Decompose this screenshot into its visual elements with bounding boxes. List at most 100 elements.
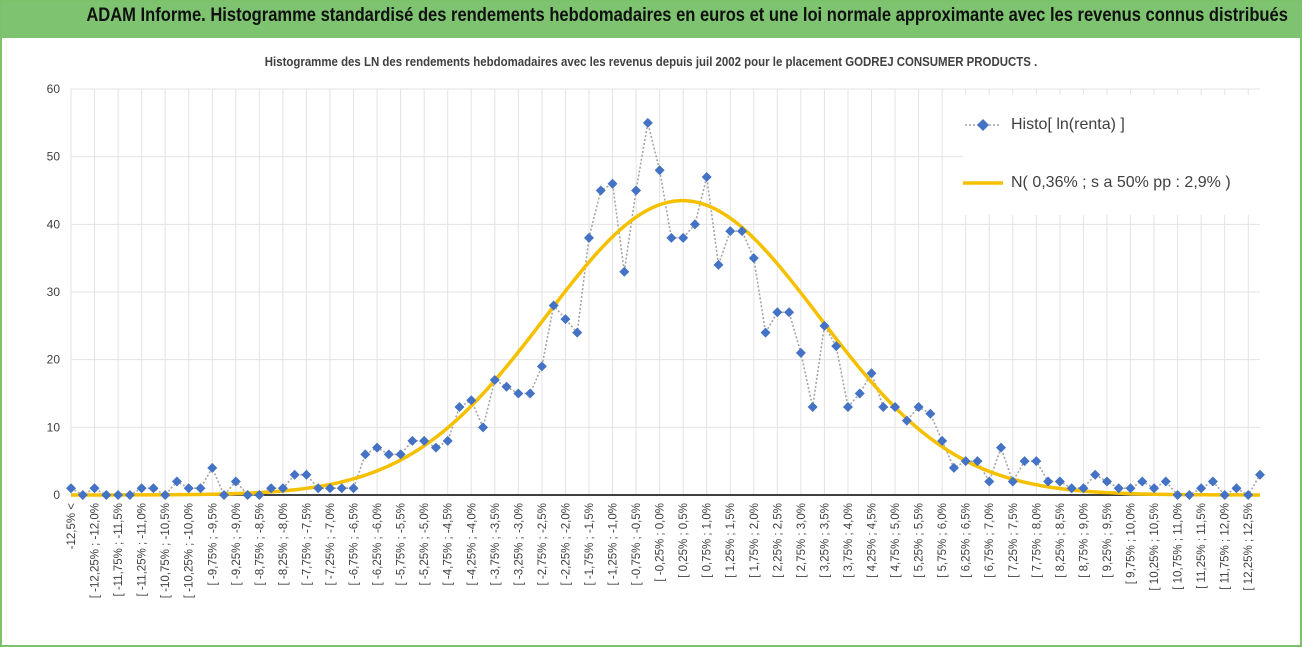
- histo-point: [1066, 483, 1077, 494]
- x-tick-label: [ 12,25% ; 12,5%: [1243, 503, 1255, 591]
- histo-point: [560, 314, 571, 325]
- histo-point: [254, 490, 265, 500]
- histo-point: [842, 402, 853, 413]
- histo-point: [536, 361, 547, 372]
- histo-point: [1184, 490, 1195, 500]
- histo-point: [1149, 483, 1160, 494]
- legend-label-normal: N( 0,36% ; s a 50% pp : 2,9% ): [1011, 174, 1231, 191]
- histo-point: [1196, 483, 1207, 494]
- histo-point: [619, 266, 630, 277]
- x-tick-label: [ -7,25% ; -7,0%: [325, 503, 337, 585]
- x-tick-label: [ -5,25% ; -5,0%: [419, 503, 431, 585]
- x-tick-label: [ -8,75% ; -8,5%: [254, 503, 266, 585]
- legend-histo-symbol: [965, 119, 1001, 131]
- x-tick-label: [ 8,25% ; 8,5%: [1055, 503, 1067, 578]
- horizontal-gridlines: [71, 88, 1260, 428]
- histo-point: [631, 185, 642, 196]
- histo-point: [1031, 456, 1042, 467]
- histo-point: [1019, 456, 1030, 467]
- histo-point: [242, 490, 253, 500]
- histo-point: [701, 171, 712, 182]
- x-tick-label: [ 1,75% ; 2,0%: [749, 503, 761, 578]
- histo-point: [795, 347, 806, 358]
- histo-point: [101, 490, 112, 500]
- x-tick-label: [ -2,25% ; -2,0%: [560, 503, 572, 585]
- x-tick-label: [ 0,25% ; 0,5%: [678, 503, 690, 578]
- report-title: ADAM Informe. Histogramme standardisé de…: [86, 5, 1288, 26]
- histo-point: [160, 490, 171, 500]
- legend-normal-symbol: [963, 181, 1003, 185]
- histo-point: [913, 402, 924, 413]
- legend-item-normal: N( 0,36% ; s a 50% pp : 2,9% ): [963, 168, 1231, 198]
- histo-point: [395, 449, 406, 460]
- normal-curve-line: [71, 198, 1260, 497]
- histo-point: [136, 483, 147, 494]
- histo-point: [937, 435, 948, 446]
- histo-point: [1160, 476, 1171, 487]
- histo-point: [478, 422, 489, 433]
- histo-point: [595, 185, 606, 196]
- x-tick-label: [ -10,25% ; -10,0%: [184, 503, 196, 598]
- x-tick-label: [ 0,75% ; 1,0%: [702, 503, 714, 578]
- x-tick-label: [ -7,75% ; -7,5%: [301, 503, 313, 585]
- histo-point: [925, 408, 936, 419]
- x-tick-label: [ 10,75% ; 11,0%: [1173, 503, 1185, 590]
- histo-point: [1101, 476, 1112, 487]
- histo-point: [678, 232, 689, 243]
- histo-point: [430, 442, 441, 453]
- histo-point: [66, 483, 76, 494]
- histo-point: [760, 327, 771, 338]
- histo-point: [183, 483, 194, 494]
- histo-point: [642, 117, 653, 128]
- legend-label-histo: Histo[ ln(renta) ]: [1011, 116, 1125, 133]
- y-tick-label: 10: [47, 420, 61, 434]
- x-tick-label: [ 3,75% ; 4,0%: [843, 503, 855, 578]
- x-tick-label: [ 10,25% ; 10,5%: [1149, 503, 1161, 591]
- x-tick-label: [ -3,75% ; -3,5%: [490, 503, 502, 585]
- x-tick-label: [ 8,75% ; 9,0%: [1078, 503, 1090, 578]
- chart-title: Histogramme des LN des rendements hebdom…: [264, 54, 1038, 69]
- y-tick-label: 50: [47, 150, 61, 164]
- histo-point: [960, 456, 971, 467]
- histo-point: [148, 483, 159, 494]
- histo-point: [1043, 476, 1054, 487]
- histo-point: [525, 388, 536, 399]
- x-tick-label: [ 7,25% ; 7,5%: [1008, 503, 1020, 578]
- histo-point: [348, 483, 359, 494]
- x-tick-label: -12,5% <: [66, 503, 78, 550]
- x-tick-label: [ 11,25% ; 11,5%: [1196, 503, 1208, 589]
- histo-point: [1078, 483, 1089, 494]
- y-tick-label: 40: [47, 217, 61, 231]
- histo-point: [1255, 469, 1265, 480]
- histo-point: [748, 253, 759, 264]
- histo-point: [831, 341, 842, 352]
- x-tick-label: [ 4,75% ; 5,0%: [890, 503, 902, 578]
- x-tick-label: [ 2,75% ; 3,0%: [796, 503, 808, 578]
- x-tick-label: [ 4,25% ; 4,5%: [867, 503, 879, 578]
- x-tick-label: [ -2,75% ; -2,5%: [537, 503, 549, 585]
- histo-point: [654, 165, 665, 176]
- x-tick-label: [ 6,25% ; 6,5%: [961, 503, 973, 578]
- histo-point: [124, 490, 135, 500]
- histo-point: [266, 483, 277, 494]
- x-tick-label: [ 9,25% ; 9,5%: [1102, 503, 1114, 578]
- histo-point: [548, 300, 559, 311]
- x-tick-label: [ -4,75% ; -4,5%: [443, 503, 455, 585]
- x-tick-label: [ -9,75% ; -9,5%: [207, 503, 219, 585]
- histo-point: [89, 483, 100, 494]
- histo-point: [819, 320, 830, 331]
- report-banner: ADAM Informe. Histogramme standardisé de…: [2, 2, 1300, 38]
- histo-point: [972, 456, 983, 467]
- y-tick-label: 0: [53, 488, 60, 502]
- histo-point: [1125, 483, 1136, 494]
- histo-point: [737, 226, 748, 237]
- y-tick-label: 20: [47, 353, 61, 367]
- histo-point: [725, 226, 736, 237]
- histo-point: [866, 368, 877, 379]
- histo-point: [219, 490, 230, 500]
- histo-point: [713, 259, 724, 270]
- x-tick-label: [ 2,25% ; 2,5%: [772, 503, 784, 578]
- histo-point: [466, 395, 477, 406]
- x-tick-label: [ 1,25% ; 1,5%: [725, 503, 737, 578]
